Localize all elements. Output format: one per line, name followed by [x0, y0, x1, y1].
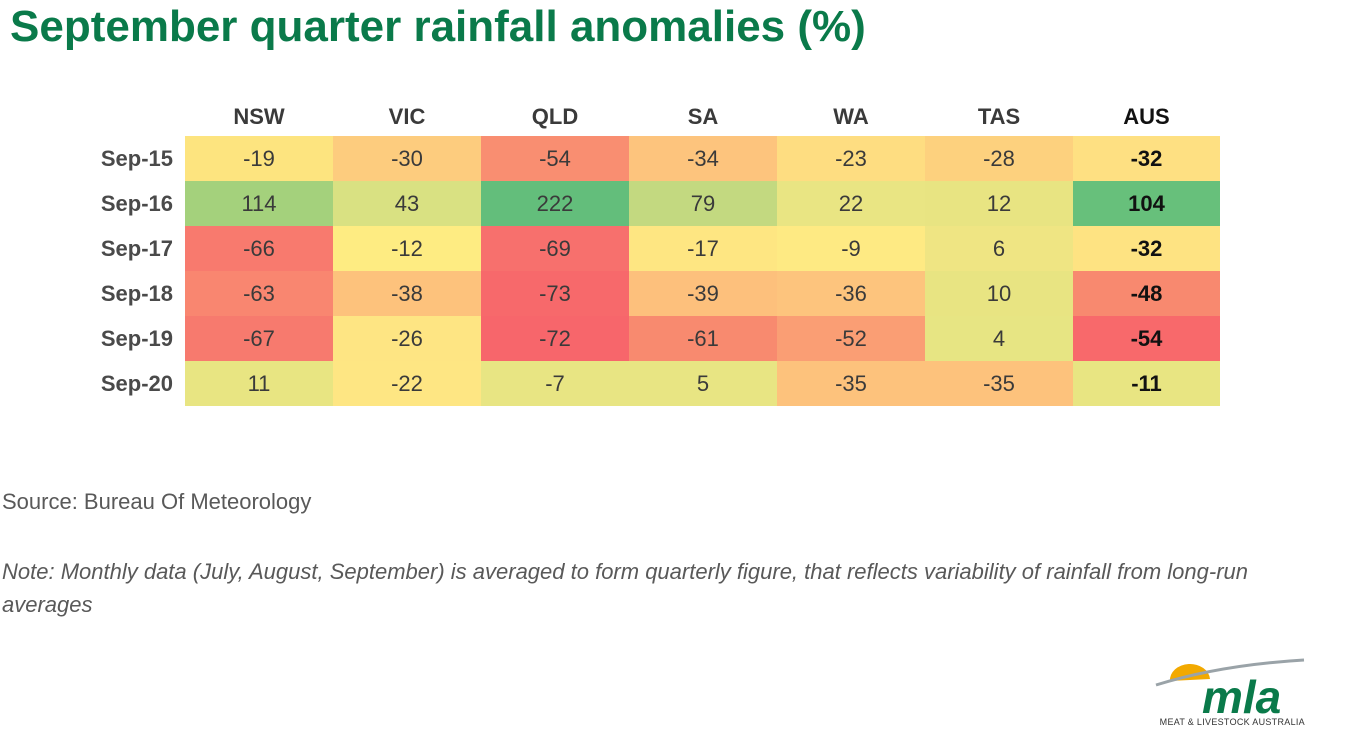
- table-row: Sep-20 11 -22 -7 5 -35 -35 -11: [78, 361, 1220, 406]
- heatmap-cell-nsw-sep-18: -63: [185, 271, 333, 316]
- heatmap-cell-vic-sep-16: 43: [333, 181, 481, 226]
- mla-logo: mla MEAT & LIVESTOCK AUSTRALIA: [1150, 655, 1310, 735]
- rainfall-heatmap-table: NSW VIC QLD SA WA TAS AUS Sep-15 -19 -30 -54 -34 -2…: [78, 98, 1220, 406]
- heatmap-cell-sa-sep-15: -34: [629, 136, 777, 181]
- heatmap-cell-wa-sep-15: -23: [777, 136, 925, 181]
- heatmap-cell-vic-sep-19: -26: [333, 316, 481, 361]
- column-header-vic: VIC: [388, 104, 426, 129]
- chart-title: September quarter rainfall anomalies (%): [10, 2, 866, 51]
- heatmap-cell-vic-sep-15: -30: [333, 136, 481, 181]
- table-row: Sep-17 -66 -12 -69 -17 -9 6 -32: [78, 226, 1220, 271]
- row-label-sep-18: Sep-18: [100, 280, 173, 306]
- heatmap-cell-qld-sep-16: 222: [481, 181, 629, 226]
- heatmap-cell-wa-sep-16: 22: [777, 181, 925, 226]
- heatmap-cell-vic-sep-18: -38: [333, 271, 481, 316]
- column-header-tas: TAS: [977, 104, 1021, 129]
- horizon-line-icon: [1155, 658, 1305, 687]
- table-row: Sep-15 -19 -30 -54 -34 -23 -28 -32: [78, 136, 1220, 181]
- heatmap-cell-tas-sep-15: -28: [925, 136, 1073, 181]
- corner-cell: [78, 98, 185, 136]
- heatmap-cell-aus-sep-20: -11: [1073, 361, 1220, 406]
- mla-wordmark: mla: [1202, 671, 1281, 717]
- column-header-wa: WA: [833, 104, 869, 129]
- heatmap-cell-wa-sep-18: -36: [777, 271, 925, 316]
- column-header-nsw: NSW: [233, 104, 285, 129]
- heatmap-cell-sa-sep-17: -17: [629, 226, 777, 271]
- table-row: Sep-16 114 43 222 79 22 12 104: [78, 181, 1220, 226]
- heatmap-cell-aus-sep-18: -48: [1073, 271, 1220, 316]
- heatmap-cell-wa-sep-19: -52: [777, 316, 925, 361]
- heatmap-body: Sep-15 -19 -30 -54 -34 -23 -28 -32 Sep-16 114 43 22…: [78, 136, 1220, 406]
- heatmap-cell-wa-sep-17: -9: [777, 226, 925, 271]
- row-label-sep-15: Sep-15: [100, 145, 173, 171]
- heatmap-cell-wa-sep-20: -35: [777, 361, 925, 406]
- column-header-qld: QLD: [531, 104, 579, 129]
- heatmap-cell-sa-sep-18: -39: [629, 271, 777, 316]
- heatmap-cell-sa-sep-20: 5: [629, 361, 777, 406]
- heatmap-cell-aus-sep-19: -54: [1073, 316, 1220, 361]
- heatmap-cell-sa-sep-19: -61: [629, 316, 777, 361]
- heatmap-cell-nsw-sep-15: -19: [185, 136, 333, 181]
- heatmap-cell-tas-sep-16: 12: [925, 181, 1073, 226]
- heatmap-cell-qld-sep-18: -73: [481, 271, 629, 316]
- heatmap-cell-tas-sep-18: 10: [925, 271, 1073, 316]
- column-header-sa: SA: [687, 104, 719, 129]
- heatmap-cell-vic-sep-20: -22: [333, 361, 481, 406]
- heatmap-cell-nsw-sep-16: 114: [185, 181, 333, 226]
- heatmap-cell-nsw-sep-19: -67: [185, 316, 333, 361]
- footnote: Note: Monthly data (July, August, Septem…: [2, 559, 1248, 617]
- heatmap-cell-aus-sep-17: -32: [1073, 226, 1220, 271]
- column-header-row: NSW VIC QLD SA WA TAS AUS: [78, 98, 1220, 136]
- row-label-sep-17: Sep-17: [100, 235, 173, 261]
- heatmap-cell-sa-sep-16: 79: [629, 181, 777, 226]
- heatmap-cell-nsw-sep-20: 11: [185, 361, 333, 406]
- heatmap-cell-tas-sep-19: 4: [925, 316, 1073, 361]
- heatmap-cell-aus-sep-16: 104: [1073, 181, 1220, 226]
- heatmap-cell-qld-sep-19: -72: [481, 316, 629, 361]
- table-row: Sep-19 -67 -26 -72 -61 -52 4 -54: [78, 316, 1220, 361]
- heatmap-cell-vic-sep-17: -12: [333, 226, 481, 271]
- heatmap-cell-qld-sep-17: -69: [481, 226, 629, 271]
- mla-logo-mark: mla: [1155, 658, 1305, 717]
- heatmap-cell-aus-sep-15: -32: [1073, 136, 1220, 181]
- heatmap-cell-tas-sep-20: -35: [925, 361, 1073, 406]
- heatmap-cell-qld-sep-20: -7: [481, 361, 629, 406]
- row-label-sep-16: Sep-16: [100, 190, 173, 216]
- mla-tagline: MEAT & LIVESTOCK AUSTRALIA: [1159, 717, 1305, 727]
- column-header-aus: AUS: [1123, 104, 1170, 129]
- heatmap-cell-nsw-sep-17: -66: [185, 226, 333, 271]
- row-label-sep-20: Sep-20: [100, 370, 173, 396]
- row-label-sep-19: Sep-19: [100, 325, 173, 351]
- table-row: Sep-18 -63 -38 -73 -39 -36 10 -48: [78, 271, 1220, 316]
- heatmap-cell-qld-sep-15: -54: [481, 136, 629, 181]
- heatmap-cell-tas-sep-17: 6: [925, 226, 1073, 271]
- source-note: Source: Bureau Of Meteorology: [2, 489, 312, 514]
